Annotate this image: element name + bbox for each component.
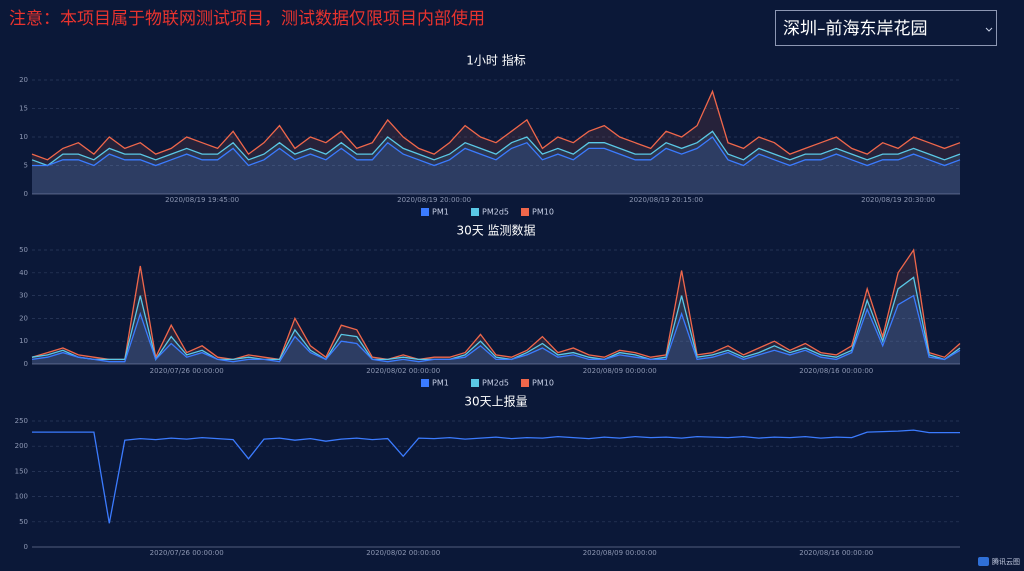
x-tick-label: 2020/07/26 00:00:00 bbox=[150, 549, 224, 557]
y-tick-label: 100 bbox=[15, 493, 28, 501]
legend-swatch bbox=[421, 379, 429, 387]
legend-label: PM10 bbox=[532, 208, 554, 217]
legend-label: PM2d5 bbox=[482, 379, 509, 388]
series-line bbox=[31, 248, 961, 361]
series-line bbox=[31, 276, 961, 361]
y-tick-label: 40 bbox=[19, 269, 28, 277]
y-tick-label: 20 bbox=[19, 314, 28, 322]
series-area bbox=[32, 137, 960, 194]
select-value[interactable]: 深圳–前海东岸花园 bbox=[783, 19, 928, 39]
legend-label: PM1 bbox=[432, 379, 449, 388]
y-tick-label: 0 bbox=[24, 190, 28, 198]
chart-title: 1小时 指标 bbox=[466, 53, 525, 68]
logo-icon bbox=[978, 557, 989, 566]
series-area bbox=[32, 131, 960, 194]
y-tick-label: 5 bbox=[24, 162, 28, 170]
x-tick-label: 2020/08/02 00:00:00 bbox=[366, 367, 440, 375]
legend-label: PM1 bbox=[432, 208, 449, 217]
select-box[interactable] bbox=[775, 10, 997, 46]
y-tick-label: 200 bbox=[15, 442, 28, 450]
x-tick-label: 2020/08/09 00:00:00 bbox=[583, 367, 657, 375]
legend-swatch bbox=[421, 208, 429, 216]
series-line bbox=[32, 429, 960, 524]
series-area bbox=[32, 277, 960, 364]
x-tick-label: 2020/08/16 00:00:00 bbox=[799, 549, 873, 557]
series-line bbox=[31, 130, 961, 167]
logo: 腾讯云图 bbox=[992, 557, 1020, 566]
x-tick-label: 2020/08/19 20:00:00 bbox=[397, 196, 471, 204]
y-tick-label: 250 bbox=[15, 417, 28, 425]
y-tick-label: 15 bbox=[19, 105, 28, 113]
y-tick-label: 20 bbox=[19, 76, 28, 84]
y-tick-label: 50 bbox=[19, 518, 28, 526]
chart-title: 30天 监测数据 bbox=[456, 223, 535, 238]
y-tick-label: 150 bbox=[15, 467, 28, 475]
location-select[interactable]: 深圳–前海东岸花园 bbox=[775, 10, 997, 46]
x-tick-label: 2020/07/26 00:00:00 bbox=[150, 367, 224, 375]
legend-swatch bbox=[471, 379, 479, 387]
x-tick-label: 2020/08/19 20:15:00 bbox=[629, 196, 703, 204]
y-tick-label: 30 bbox=[19, 292, 28, 300]
x-tick-label: 2020/08/16 00:00:00 bbox=[799, 367, 873, 375]
series-line bbox=[32, 136, 961, 167]
series-area bbox=[32, 295, 960, 364]
legend-label: PM2d5 bbox=[482, 208, 509, 217]
series-line bbox=[31, 89, 961, 161]
legend-swatch bbox=[471, 208, 479, 216]
series-area bbox=[32, 250, 960, 364]
legend-swatch bbox=[521, 379, 529, 387]
x-tick-label: 2020/08/02 00:00:00 bbox=[366, 549, 440, 557]
y-tick-label: 10 bbox=[19, 337, 28, 345]
notice: 注意：本项目属于物联网测试项目，测试数据仅限项目内部使用 bbox=[9, 8, 485, 29]
y-tick-label: 50 bbox=[19, 246, 28, 254]
legend-swatch bbox=[521, 208, 529, 216]
x-tick-label: 2020/08/19 20:30:00 bbox=[861, 196, 935, 204]
x-tick-label: 2020/08/19 19:45:00 bbox=[165, 196, 239, 204]
legend-label: PM10 bbox=[532, 379, 554, 388]
x-tick-label: 2020/08/09 00:00:00 bbox=[583, 549, 657, 557]
select-arrow[interactable] bbox=[985, 27, 993, 32]
y-tick-label: 0 bbox=[24, 543, 28, 551]
series-line bbox=[31, 294, 961, 363]
y-tick-label: 0 bbox=[24, 360, 28, 368]
y-tick-label: 10 bbox=[19, 133, 28, 141]
chart-title: 30天上报量 bbox=[464, 394, 527, 409]
